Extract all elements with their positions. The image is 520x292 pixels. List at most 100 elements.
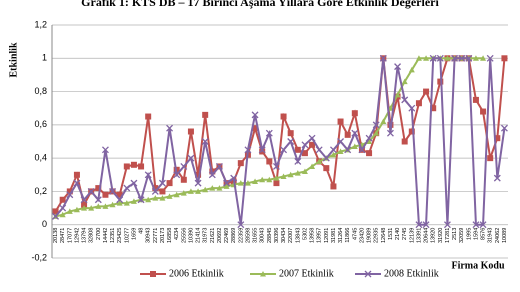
marker — [144, 171, 152, 179]
legend-symbol — [364, 270, 372, 278]
x-tick-label: 13391 — [416, 228, 422, 243]
x-tick-label: 2513 — [452, 228, 458, 240]
marker — [373, 130, 380, 136]
marker — [159, 188, 166, 195]
marker — [258, 146, 266, 154]
x-tick-label: 12091 — [324, 228, 330, 243]
x-tick-label: 13957 — [317, 228, 323, 243]
marker — [66, 191, 74, 199]
x-tick-label: 17281 — [445, 228, 451, 243]
marker — [201, 138, 209, 145]
marker — [472, 55, 479, 61]
x-tick-label: 20138 — [53, 228, 59, 243]
x-tick-label: 32059 — [459, 228, 465, 243]
x-tick-label: 30396 — [274, 228, 280, 243]
marker — [244, 180, 251, 186]
marker — [252, 178, 259, 184]
y-tick-label: -0,2 — [31, 252, 47, 262]
x-tick-label: 28845 — [267, 228, 273, 243]
x-tick-label: 13920 — [431, 228, 437, 243]
marker — [52, 208, 59, 215]
marker — [216, 185, 223, 191]
x-tick-label: 22007 — [288, 228, 294, 243]
marker — [59, 204, 67, 212]
x-tick-label: 10089 — [502, 228, 508, 243]
marker — [195, 188, 202, 194]
marker — [116, 191, 123, 198]
marker — [187, 154, 195, 162]
marker — [444, 55, 451, 61]
marker — [330, 151, 337, 158]
marker — [423, 88, 430, 95]
marker — [408, 128, 415, 135]
marker — [337, 138, 345, 145]
marker — [323, 165, 330, 172]
marker — [166, 124, 174, 132]
marker — [81, 205, 88, 211]
marker — [151, 187, 159, 195]
marker — [465, 54, 473, 62]
y-tick-label: 1 — [42, 53, 47, 63]
x-tick-label: 28869 — [231, 228, 237, 243]
x-axis-label: Firma Kodu — [451, 260, 504, 271]
x-tick-label: 1594 — [473, 228, 479, 240]
marker — [215, 163, 223, 170]
marker — [73, 171, 80, 178]
x-tick-label: 22771 — [153, 228, 159, 243]
x-tick-label: 25556 — [181, 228, 187, 243]
marker — [309, 163, 316, 169]
y-tick-label: 0,4 — [34, 153, 47, 163]
marker — [330, 183, 337, 190]
marker — [472, 221, 480, 229]
marker — [309, 141, 316, 148]
x-tick-label: 22469 — [224, 228, 230, 243]
marker — [251, 111, 259, 119]
x-tick-label: 28598 — [245, 228, 251, 243]
x-tick-label: 1995 — [466, 228, 472, 240]
marker — [430, 105, 437, 112]
marker — [436, 54, 444, 62]
x-tick-label: 23425 — [117, 228, 123, 243]
marker — [394, 63, 402, 71]
marker — [180, 190, 187, 196]
marker — [158, 179, 166, 187]
marker — [316, 158, 323, 164]
marker — [479, 221, 487, 229]
marker — [408, 104, 416, 112]
marker — [152, 195, 159, 201]
x-tick-label: 20173 — [160, 228, 166, 243]
x-tick-label: 23420 — [359, 228, 365, 243]
marker — [287, 171, 294, 178]
marker — [116, 200, 123, 206]
x-tick-label: 12648 — [381, 228, 387, 243]
x-tick-label: 13958 — [310, 228, 316, 243]
marker — [237, 180, 244, 186]
x-tick-label: 19089 — [367, 228, 373, 243]
marker — [501, 55, 508, 62]
marker — [101, 146, 109, 154]
marker — [500, 124, 508, 132]
marker — [366, 138, 373, 144]
x-tick-label: 31973 — [203, 228, 209, 243]
marker — [166, 180, 173, 187]
legend-label: 2007 Etkinlik — [279, 268, 334, 279]
x-tick-label: 12942 — [74, 228, 80, 243]
marker — [358, 146, 366, 154]
marker — [123, 184, 131, 192]
x-tick-label: 31655 — [253, 228, 259, 243]
marker — [173, 191, 180, 198]
marker — [329, 146, 337, 154]
marker — [130, 198, 137, 204]
marker — [280, 113, 287, 120]
marker — [102, 203, 109, 209]
marker — [166, 193, 173, 199]
x-tick-label: 31981 — [331, 228, 337, 243]
marker — [429, 54, 437, 62]
marker — [95, 185, 102, 192]
x-tick-label: 11866 — [345, 228, 351, 243]
marker — [351, 110, 358, 117]
x-tick-label: 22935 — [374, 228, 380, 243]
marker — [480, 108, 487, 115]
x-tick-label: 2140 — [395, 228, 401, 240]
x-tick-label: 30043 — [260, 228, 266, 243]
